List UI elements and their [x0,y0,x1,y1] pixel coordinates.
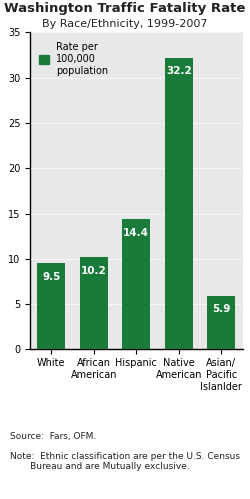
Bar [122,219,150,349]
Bar [80,257,108,349]
Text: 10.2: 10.2 [81,265,106,275]
Legend: Rate per
100,000
population: Rate per 100,000 population [37,40,111,77]
Text: By Race/Ethnicity, 1999-2007: By Race/Ethnicity, 1999-2007 [42,19,208,29]
Text: 32.2: 32.2 [166,66,192,76]
Text: 14.4: 14.4 [123,228,149,238]
Text: Source:  Fars, OFM.: Source: Fars, OFM. [10,432,96,441]
Bar [165,58,192,349]
Bar [208,296,235,349]
Bar [38,263,65,349]
Text: 9.5: 9.5 [42,272,60,282]
Text: Note:  Ethnic classification are per the U.S. Census
       Bureau and are Mutua: Note: Ethnic classification are per the … [10,452,240,471]
Text: Washington Traffic Fatality Rate: Washington Traffic Fatality Rate [4,2,246,15]
Text: 5.9: 5.9 [212,304,231,314]
